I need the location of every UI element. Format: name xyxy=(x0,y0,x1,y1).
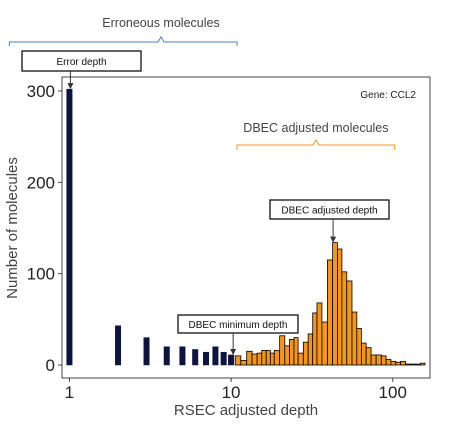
dbec-adjusted-depth-box xyxy=(269,199,390,220)
bar-dbec xyxy=(302,341,309,366)
bar-dbec xyxy=(360,342,367,366)
dbec-minimum-depth-box xyxy=(177,314,299,334)
y-tick-label: 0 xyxy=(46,356,55,375)
dbec-bracket xyxy=(236,139,396,150)
bar-erroneous xyxy=(192,349,199,366)
bar-dbec xyxy=(375,354,382,366)
bar-dbec xyxy=(370,354,377,366)
axes-layer: 0 100 200 300 1 10 100 xyxy=(27,82,407,402)
bar-dbec xyxy=(356,328,362,366)
error-depth-arrowhead xyxy=(67,83,74,90)
bar-erroneous xyxy=(115,325,122,366)
bar-dbec xyxy=(251,353,258,366)
bar-dbec xyxy=(385,359,392,366)
bar-erroneous xyxy=(203,351,210,366)
bar-dbec xyxy=(365,347,372,366)
bar-dbec xyxy=(321,321,328,366)
bar-dbec xyxy=(316,302,323,366)
bar-dbec xyxy=(390,360,397,366)
bar-dbec xyxy=(256,352,263,366)
erroneous-bracket xyxy=(8,36,238,46)
bar-dbec xyxy=(307,333,314,366)
annotations-layer: Erroneous molecules DBEC adjusted molecul… xyxy=(8,16,396,355)
erroneous-label: Erroneous molecules xyxy=(102,16,219,30)
bar-erroneous xyxy=(66,88,73,366)
bar-dbec xyxy=(265,349,271,366)
bar-dbec xyxy=(273,349,281,366)
bar-dbec xyxy=(419,362,426,366)
bar-erroneous xyxy=(179,346,186,366)
bar-dbec xyxy=(405,363,411,366)
gene-label: Gene: CCL2 xyxy=(360,90,416,101)
bar-dbec xyxy=(332,242,338,366)
y-axis-label: Number of molecules xyxy=(4,157,21,299)
bar-dbec xyxy=(400,360,406,366)
bar-erroneous xyxy=(143,337,150,366)
bar-dbec xyxy=(297,352,304,366)
bar-dbec xyxy=(246,350,253,366)
bar-dbec xyxy=(279,335,286,366)
bars-layer xyxy=(66,88,426,366)
y-tick-label: 200 xyxy=(27,173,55,192)
bar-dbec xyxy=(380,355,387,366)
bar-dbec xyxy=(234,355,242,366)
dbec-label: DBEC adjusted molecules xyxy=(243,121,388,135)
x-tick-label: 100 xyxy=(379,383,407,402)
bar-dbec xyxy=(269,352,275,366)
y-tick-label: 100 xyxy=(27,265,55,284)
dbec-minimum-depth-arrowhead xyxy=(230,348,237,355)
bar-dbec xyxy=(293,337,299,366)
bar-dbec xyxy=(284,345,290,366)
bar-dbec xyxy=(240,360,248,366)
bar-erroneous xyxy=(220,351,227,366)
bar-erroneous xyxy=(212,346,219,366)
bar-dbec xyxy=(341,271,348,366)
dbec-adjusted-depth-label: DBEC adjusted depth xyxy=(281,206,377,217)
y-tick-label: 300 xyxy=(27,82,55,101)
bar-dbec xyxy=(351,311,358,366)
bar-erroneous xyxy=(163,346,170,366)
bar-dbec xyxy=(337,248,343,366)
bar-dbec xyxy=(312,312,318,366)
bar-dbec xyxy=(327,259,334,366)
bar-dbec xyxy=(346,280,353,366)
bar-dbec xyxy=(289,339,295,366)
error-depth-label: Error depth xyxy=(56,57,106,68)
x-tick-label: 10 xyxy=(222,383,241,402)
dbec-adjusted-depth-arrowhead xyxy=(330,236,337,243)
x-axis-label: RSEC adjusted depth xyxy=(174,402,318,419)
bar-dbec xyxy=(414,363,421,366)
bar-dbec xyxy=(261,349,267,366)
plot-panel-border xyxy=(61,76,431,379)
bar-dbec xyxy=(409,363,416,366)
bar-dbec xyxy=(395,361,402,366)
bar-erroneous xyxy=(228,354,235,366)
dbec-minimum-depth-label: DBEC minimum depth xyxy=(189,320,288,331)
x-tick-label: 1 xyxy=(65,383,74,402)
error-depth-box xyxy=(21,50,142,72)
